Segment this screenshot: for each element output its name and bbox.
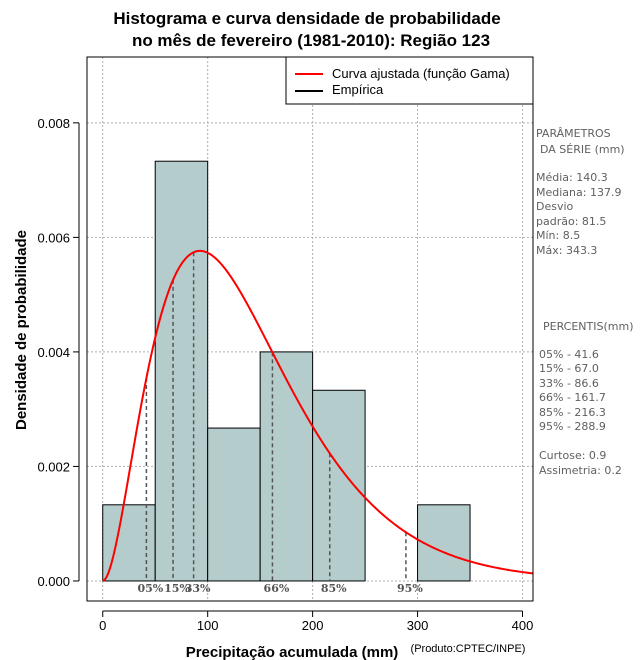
param-line: Desvio	[536, 200, 574, 213]
credit-text: (Produto:CPTEC/INPE)	[411, 643, 526, 655]
legend-box	[285, 56, 534, 105]
histogram-bars	[102, 160, 471, 582]
axes: 0 100 200 300 400 0.000 0.002 0.004 0.006 0.008	[37, 116, 533, 633]
histogram-bar	[207, 427, 261, 582]
x-tick-label: 0	[99, 618, 106, 633]
percentile-label: 66%	[264, 582, 290, 595]
percentil-line: 33% - 86.6	[539, 377, 599, 390]
histogram-bar	[154, 160, 209, 582]
percentile-label: 33%	[185, 582, 211, 595]
params-title-1: PARÂMETROS	[536, 127, 611, 140]
percentil-line: 95% - 288.9	[539, 420, 606, 433]
y-axis-label: Densidade de probabilidade	[13, 230, 30, 430]
param-line: Mediana: 137.9	[536, 186, 621, 199]
histogram-bar	[417, 504, 471, 582]
x-axis-label: Precipitação acumulada (mm)	[186, 644, 399, 660]
y-tick-label: 0.008	[37, 116, 70, 131]
fitted-curve-group	[102, 249, 534, 582]
percentile-label: 95%	[397, 582, 423, 595]
percentiles-panel: PERCENTIS(mm) 05% - 41.6 15% - 67.0 33% …	[539, 320, 634, 477]
histogram-bar	[102, 504, 156, 582]
percentil-line: 15% - 67.0	[539, 362, 599, 375]
series-parameters-panel: PARÂMETROS DA SÉRIE (mm) Média: 140.3 Me…	[536, 127, 625, 257]
legend-empirica-label: Empírica	[332, 82, 384, 97]
y-tick-label: 0.006	[37, 230, 70, 245]
percentile-label: 05%	[138, 582, 164, 595]
y-tick-label: 0.002	[37, 459, 70, 474]
fitted-gamma-curve	[102, 249, 534, 582]
params-title-2: DA SÉRIE (mm)	[540, 143, 625, 156]
x-tick-label: 300	[407, 618, 429, 633]
assimetria-line: Assimetria: 0.2	[539, 464, 622, 477]
param-line: padrão: 81.5	[536, 215, 606, 228]
legend: Curva ajustada (função Gama) Empírica	[285, 56, 534, 105]
legend-curve-label: Curva ajustada (função Gama)	[332, 66, 510, 81]
percentil-line: 05% - 41.6	[539, 348, 599, 361]
param-line: Média: 140.3	[536, 171, 608, 184]
percentile-label: 15%	[164, 582, 190, 595]
percentile-markers: 05% 15%33% 66% 85% 95%	[138, 252, 423, 595]
percentil-line: 66% - 161.7	[539, 391, 606, 404]
param-line: Mín: 8.5	[536, 229, 580, 242]
y-tick-label: 0.000	[37, 574, 70, 589]
x-tick-label: 400	[512, 618, 534, 633]
histogram-bar	[312, 389, 366, 582]
param-line: Máx: 343.3	[536, 244, 597, 257]
curtose-line: Curtose: 0.9	[539, 449, 606, 462]
histogram-bar	[259, 351, 314, 582]
y-tick-label: 0.004	[37, 345, 70, 360]
percentis-title: PERCENTIS(mm)	[543, 320, 634, 333]
chart-title-line-1: Histograma e curva densidade de probabil…	[113, 9, 500, 28]
percentil-line: 85% - 216.3	[539, 406, 606, 419]
chart-title-line-2: no mês de fevereiro (1981-2010): Região …	[132, 31, 490, 50]
x-tick-label: 100	[197, 618, 219, 633]
x-tick-label: 200	[302, 618, 324, 633]
percentile-label: 85%	[321, 582, 347, 595]
